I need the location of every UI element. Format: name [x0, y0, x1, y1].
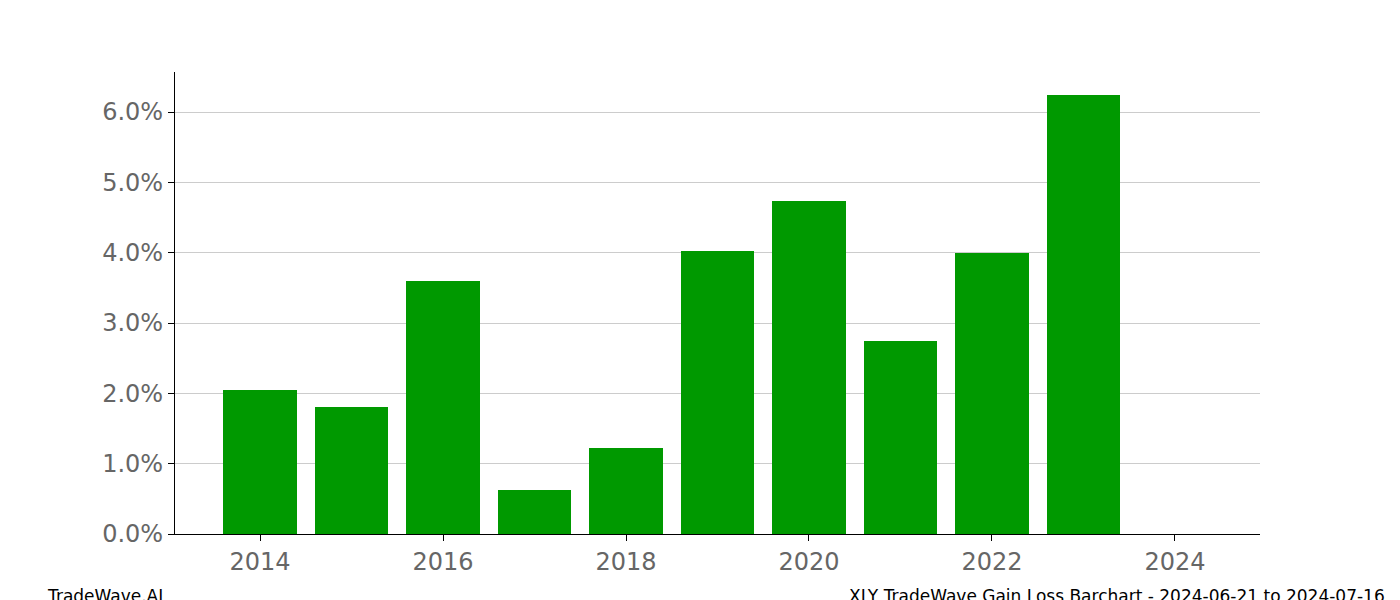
- svg-text:6.0%: 6.0%: [102, 98, 163, 126]
- svg-text:2022: 2022: [961, 548, 1022, 576]
- svg-text:2018: 2018: [595, 548, 656, 576]
- svg-text:XLY TradeWave Gain Loss Barcha: XLY TradeWave Gain Loss Barchart - 2024-…: [849, 586, 1385, 600]
- svg-text:TradeWave.AI: TradeWave.AI: [47, 586, 163, 600]
- svg-text:2024: 2024: [1144, 548, 1205, 576]
- svg-text:5.0%: 5.0%: [102, 169, 163, 197]
- svg-text:2020: 2020: [778, 548, 839, 576]
- svg-text:0.0%: 0.0%: [102, 520, 163, 548]
- svg-text:2016: 2016: [413, 548, 474, 576]
- svg-text:2014: 2014: [230, 548, 291, 576]
- svg-text:4.0%: 4.0%: [102, 239, 163, 267]
- svg-text:2.0%: 2.0%: [102, 380, 163, 408]
- svg-text:1.0%: 1.0%: [102, 450, 163, 478]
- svg-text:3.0%: 3.0%: [102, 309, 163, 337]
